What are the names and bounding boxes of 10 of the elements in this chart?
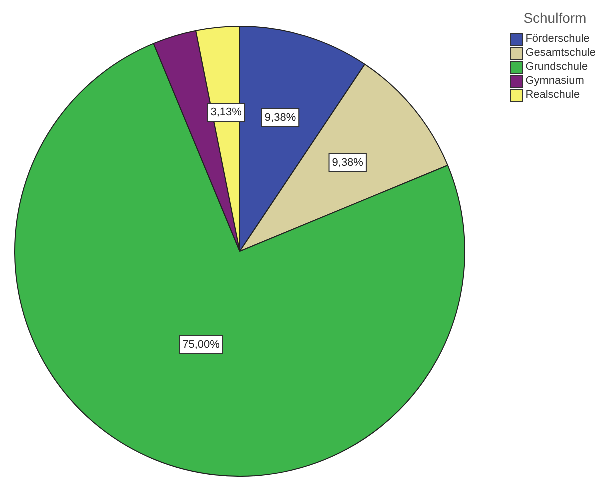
legend-title: Schulform (524, 10, 588, 26)
data-label: 9,38% (264, 112, 296, 124)
data-label: 75,00% (182, 339, 220, 352)
data-label: 9,38% (332, 157, 364, 170)
data-label: 3,13% (210, 106, 242, 119)
legend-label: Realschule (526, 89, 580, 101)
legend-label: Gymnasium (526, 75, 584, 87)
legend-label: Grundschule (526, 61, 588, 73)
legend-label: Förderschule (526, 33, 590, 45)
legend-label: Gesamtschule (526, 47, 596, 59)
